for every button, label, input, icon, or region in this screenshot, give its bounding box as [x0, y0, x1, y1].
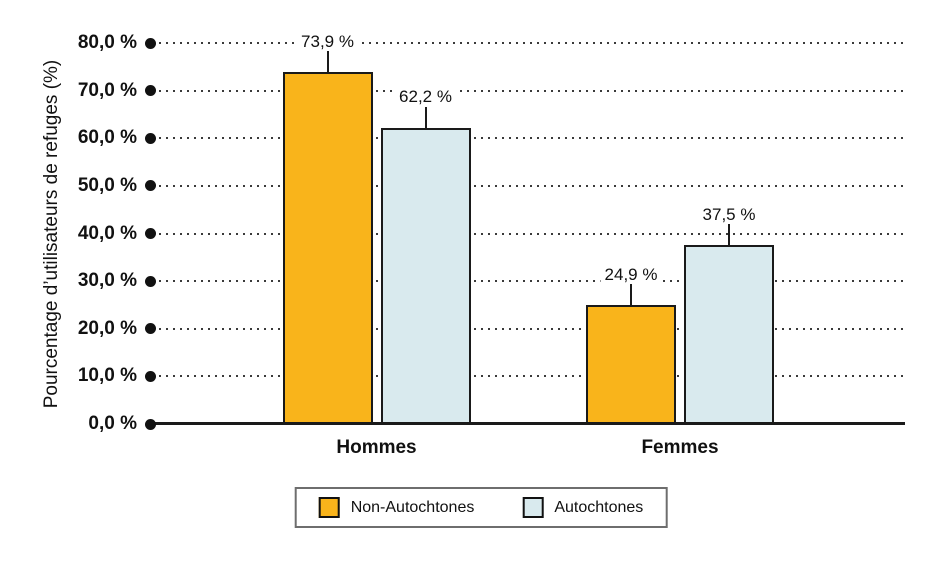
bar-hommes-autochtones — [380, 127, 471, 424]
gridline — [159, 232, 905, 235]
gridline — [159, 327, 905, 330]
y-tick-label: 40,0 % — [77, 222, 137, 244]
bar-femmes-autochtones — [684, 245, 774, 424]
value-leader-line — [728, 224, 730, 246]
gridline — [159, 184, 905, 187]
legend: Non-Autochtones Autochtones — [294, 487, 668, 528]
y-tick-bullet — [145, 370, 156, 382]
gridline — [159, 280, 905, 283]
legend-item-non-autochtones: Non-Autochtones — [318, 497, 475, 518]
y-tick-bullet — [145, 37, 156, 49]
bar-hommes-non-autochtones — [282, 72, 373, 424]
legend-swatch — [522, 497, 544, 518]
x-axis-line — [150, 422, 905, 425]
x-tick-label-femmes: Femmes — [641, 437, 719, 458]
legend-swatch — [318, 497, 340, 518]
y-tick-bullet — [145, 323, 156, 335]
x-tick-label-hommes: Hommes — [336, 437, 417, 458]
legend-item-autochtones: Autochtones — [522, 497, 643, 518]
value-label: 37,5 % — [698, 204, 760, 225]
value-label: 62,2 % — [395, 87, 456, 107]
y-tick-bullet — [145, 85, 156, 97]
plot-area: 73,9 % 62,2 % 24,9 % 37,5 % — [145, 31, 905, 430]
y-tick-bullet — [145, 180, 156, 192]
gridline — [159, 375, 905, 378]
x-axis-labels: Hommes Femmes — [150, 437, 905, 467]
value-label: 24,9 % — [600, 264, 662, 285]
y-tick-label: 70,0 % — [77, 79, 137, 101]
value-leader-line — [630, 284, 632, 306]
gridline — [159, 42, 905, 44]
y-tick-label: 50,0 % — [77, 174, 137, 196]
y-tick-label: 60,0 % — [77, 127, 137, 149]
y-tick-bullet — [145, 275, 156, 287]
y-tick-bullet — [145, 418, 156, 430]
bar-femmes-non-autochtones — [586, 305, 676, 424]
value-leader-line — [326, 51, 329, 73]
y-tick-label: 10,0 % — [77, 365, 137, 387]
gridline — [159, 89, 905, 92]
legend-label: Autochtones — [554, 498, 644, 516]
y-tick-label: 80,0 % — [77, 32, 137, 53]
y-tick-label: 0,0 % — [88, 413, 137, 434]
value-label: 73,9 % — [297, 31, 358, 52]
y-axis-labels: 0,0 % 10,0 % 20,0 % 30,0 % 40,0 % 50,0 % 60,0 … — [0, 32, 137, 434]
y-tick-bullet — [145, 132, 156, 144]
y-tick-label: 20,0 % — [77, 317, 137, 339]
legend-label: Non-Autochtones — [350, 498, 475, 516]
gridline — [159, 137, 905, 140]
y-tick-label: 30,0 % — [77, 270, 137, 292]
y-tick-bullet — [145, 228, 156, 239]
value-leader-line — [424, 106, 427, 128]
